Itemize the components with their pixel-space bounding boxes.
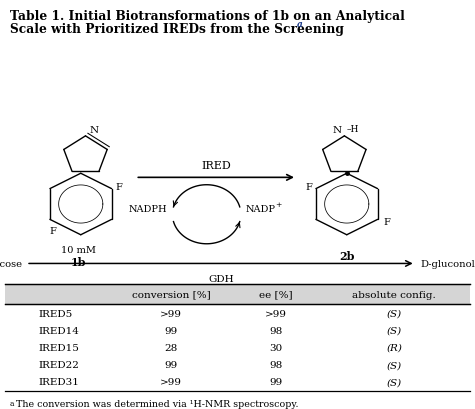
Text: IRED15: IRED15 [38, 343, 79, 352]
Text: NADP: NADP [246, 204, 276, 213]
Text: F: F [305, 183, 312, 191]
Text: Scale with Prioritized IREDs from the Screening: Scale with Prioritized IREDs from the Sc… [10, 22, 343, 36]
Text: >99: >99 [265, 309, 286, 318]
Text: N: N [333, 126, 342, 135]
Text: IRED31: IRED31 [38, 378, 79, 387]
Text: conversion [%]: conversion [%] [132, 290, 210, 299]
Text: ee [%]: ee [%] [259, 290, 292, 299]
Text: NADPH: NADPH [129, 204, 168, 213]
Text: IRED5: IRED5 [38, 309, 72, 318]
Text: D-gluconolactone: D-gluconolactone [420, 259, 475, 268]
Text: F: F [115, 183, 122, 191]
Text: GDH: GDH [208, 274, 234, 283]
Text: 10 mM: 10 mM [61, 245, 96, 254]
Text: 2b: 2b [339, 251, 354, 262]
Text: 99: 99 [164, 326, 178, 335]
Bar [5, 284, 470, 305]
Text: 98: 98 [269, 326, 282, 335]
Text: F: F [383, 218, 390, 226]
Text: (S): (S) [387, 360, 402, 369]
Text: –H: –H [347, 124, 359, 133]
Text: The conversion was determined via ¹H-NMR spectroscopy.: The conversion was determined via ¹H-NMR… [16, 399, 299, 408]
Text: IRED22: IRED22 [38, 360, 79, 369]
Text: 28: 28 [164, 343, 178, 352]
Text: (S): (S) [387, 378, 402, 387]
Text: >99: >99 [160, 378, 182, 387]
Text: 98: 98 [269, 360, 282, 369]
Text: (R): (R) [386, 343, 402, 352]
Text: (S): (S) [387, 326, 402, 335]
Text: 99: 99 [164, 360, 178, 369]
Text: F: F [49, 227, 56, 236]
Text: +: + [276, 200, 282, 209]
Text: a: a [297, 20, 303, 29]
Text: (S): (S) [387, 309, 402, 318]
Text: N: N [89, 126, 98, 135]
Text: a: a [10, 399, 14, 407]
Text: IRED: IRED [201, 161, 231, 171]
Text: >99: >99 [160, 309, 182, 318]
Text: IRED14: IRED14 [38, 326, 79, 335]
Text: 99: 99 [269, 378, 282, 387]
Text: absolute config.: absolute config. [352, 290, 436, 299]
Text: Table 1. Initial Biotransformations of 1b on an Analytical: Table 1. Initial Biotransformations of 1… [10, 10, 404, 23]
Text: D-glucose: D-glucose [0, 259, 22, 268]
Text: 30: 30 [269, 343, 282, 352]
Text: 1b: 1b [71, 256, 86, 267]
